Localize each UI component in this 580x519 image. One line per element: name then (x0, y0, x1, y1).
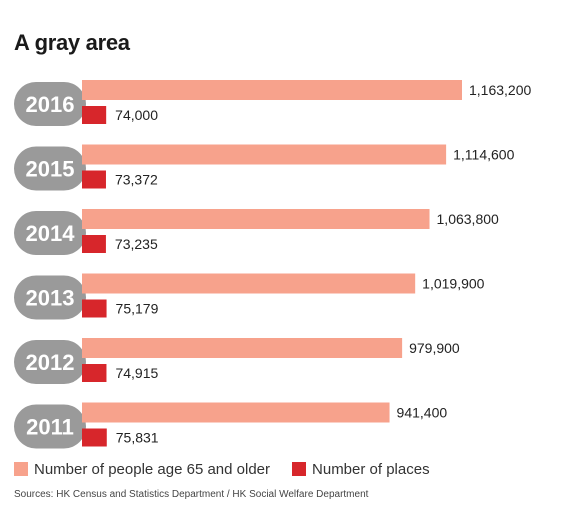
year-pill (14, 275, 86, 320)
value-label-people: 1,019,900 (422, 276, 484, 292)
bar-places (82, 235, 106, 253)
bar-places (82, 106, 107, 124)
bar-places (82, 170, 106, 189)
value-label-places: 74,915 (115, 365, 158, 381)
value-label-places: 73,235 (115, 236, 158, 252)
value-label-people: 979,900 (409, 340, 460, 356)
bar-people (82, 80, 462, 100)
legend-swatch-places (292, 462, 307, 476)
year-label: 2013 (26, 286, 75, 311)
legend-swatch-people (14, 462, 28, 476)
bar-places (82, 364, 107, 382)
legend-label-places: Number of places (312, 460, 430, 478)
value-label-places: 73,372 (115, 172, 158, 188)
source-note: Sources: HK Census and Statistics Depart… (14, 489, 369, 500)
year-pill (14, 146, 86, 191)
bar-chart: 2016 1,163,200 74,000 2015 1,114,600 73,372 20… (14, 80, 531, 449)
legend-item-people: Number of people age 65 and older (14, 461, 270, 478)
bar-people (82, 144, 447, 165)
year-pill (14, 340, 86, 384)
value-label-people: 1,063,800 (437, 211, 499, 227)
year-label: 2015 (26, 157, 75, 182)
value-label-people: 1,114,600 (453, 147, 514, 163)
year-label: 2016 (26, 92, 75, 117)
legend-label-people: Number of people age 65 and older (34, 460, 271, 478)
bar-places (82, 299, 107, 318)
bar-places (82, 428, 107, 447)
year-label: 2011 (26, 415, 74, 440)
value-label-places: 75,179 (116, 301, 159, 317)
value-label-places: 75,831 (116, 430, 159, 446)
year-label: 2014 (26, 221, 76, 246)
legend: Number of people age 65 and older Number… (14, 460, 452, 478)
year-pill (14, 211, 86, 255)
bar-people (82, 273, 416, 294)
bar-people (82, 209, 430, 229)
value-label-places: 74,000 (115, 107, 158, 123)
chart-title: A gray area (14, 30, 130, 55)
year-pill (14, 82, 86, 126)
year-label: 2012 (26, 350, 75, 375)
value-label-people: 1,163,200 (469, 82, 531, 98)
legend-item-places: Number of places (292, 461, 430, 478)
year-pill (14, 404, 86, 449)
value-label-people: 941,400 (397, 405, 448, 421)
bar-people (82, 338, 403, 358)
bar-people (82, 402, 390, 423)
